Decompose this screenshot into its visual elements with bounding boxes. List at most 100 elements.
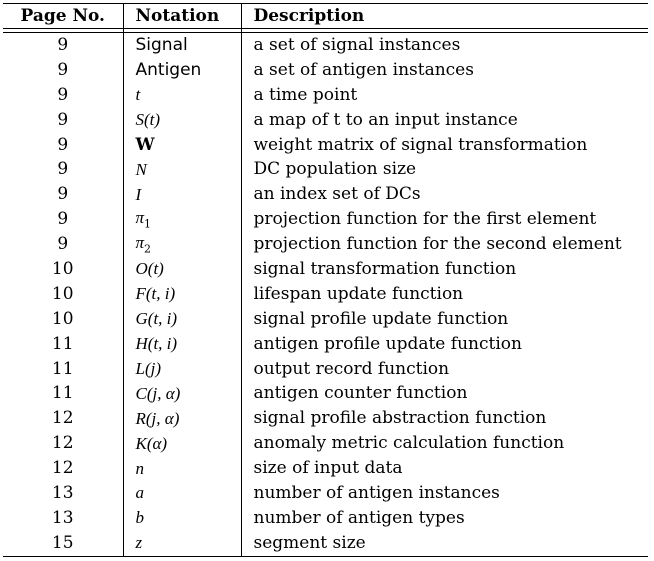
description-cell: projection function for the second eleme… — [253, 234, 622, 255]
notation-cell: S(t) — [123, 107, 242, 133]
notation-symbol: b — [135, 508, 145, 528]
page-number-cell: 12 — [3, 406, 124, 432]
notation-cell: Signal — [123, 32, 242, 58]
table-row: 13 a number of antigen instances — [3, 481, 648, 506]
table-row: 9 π2 projection function for the second el… — [3, 232, 648, 258]
notation-symbol: G(t, i) — [135, 309, 178, 329]
page-number-cell: 11 — [3, 356, 124, 382]
notation-symbol: L(j) — [135, 359, 162, 379]
notation-symbol: Antigen — [135, 59, 202, 80]
notation-cell: N — [123, 157, 242, 183]
table-row: 9 Signal a set of signal instances — [3, 32, 648, 58]
description-cell: a set of antigen instances — [253, 59, 474, 80]
page-number-cell: 9 — [3, 207, 124, 233]
notation-cell: H(t, i) — [123, 331, 242, 357]
table-row: 11 L(j) output record function — [3, 356, 648, 382]
notation-symbol: R(j, α) — [135, 408, 180, 428]
page-number-cell: 9 — [3, 57, 124, 83]
notation-cell: C(j, α) — [123, 381, 242, 407]
notation-symbol: n — [135, 458, 145, 478]
table-row: 11 C(j, α) antigen counter function — [3, 381, 648, 407]
notation-cell: z — [123, 530, 242, 557]
notation-table: Page No. Notation Description 9 Signal a s… — [3, 3, 648, 557]
description-cell: size of input data — [253, 458, 403, 479]
notation-cell: n — [123, 456, 242, 482]
table-row: 13 b number of antigen types — [3, 505, 648, 531]
description-cell: output record function — [253, 358, 450, 379]
header-row: Page No. Notation Description — [3, 3, 648, 29]
notation-subscript: 2 — [144, 242, 152, 256]
notation-cell: R(j, α) — [123, 406, 242, 432]
description-cell: projection function for the first elemen… — [253, 209, 597, 230]
description-cell: antigen counter function — [253, 383, 468, 404]
page-number-cell: 9 — [3, 82, 124, 108]
description-cell: a time point — [253, 84, 358, 105]
notation-symbol: W — [135, 134, 155, 155]
notation-cell: O(t) — [123, 257, 242, 282]
table-row: 9 N DC population size — [3, 157, 648, 183]
notation-symbol: O(t) — [135, 259, 164, 279]
page-number-cell: 9 — [3, 232, 124, 258]
page-number-cell: 10 — [3, 306, 124, 332]
page-number-cell: 12 — [3, 456, 124, 482]
description-cell: an index set of DCs — [253, 184, 421, 205]
page-number-cell: 11 — [3, 331, 124, 357]
table-row: 10 F(t, i) lifespan update function — [3, 281, 648, 307]
notation-cell: K(α) — [123, 431, 242, 457]
table-row: 9 Antigen a set of antigen instances — [3, 57, 648, 83]
page-number-cell: 15 — [3, 530, 124, 557]
description-cell: signal profile update function — [253, 308, 509, 329]
notation-symbol: H(t, i) — [135, 334, 178, 354]
header-description: Description — [241, 3, 648, 29]
page-number-cell: 13 — [3, 505, 124, 531]
page-number-cell: 9 — [3, 182, 124, 208]
notation-cell: a — [123, 481, 242, 506]
notation-cell: L(j) — [123, 356, 242, 382]
description-cell: a map of t to an input instance — [253, 109, 518, 130]
table-row: 11 H(t, i) antigen profile update function — [3, 331, 648, 357]
notation-symbol: S(t) — [135, 110, 161, 130]
table-row: 10 G(t, i) signal profile update function — [3, 306, 648, 332]
table-row: 10 O(t) signal transformation function — [3, 257, 648, 282]
description-cell: number of antigen instances — [253, 482, 500, 503]
table-body: 9 Signal a set of signal instances 9 Antigen… — [3, 32, 648, 557]
description-cell: weight matrix of signal transformation — [253, 134, 588, 155]
notation-symbol: z — [135, 533, 143, 553]
description-cell: a set of signal instances — [253, 34, 461, 55]
notation-symbol: t — [135, 85, 141, 105]
notation-subscript: 1 — [144, 217, 152, 231]
notation-cell: I — [123, 182, 242, 208]
description-cell: number of antigen types — [253, 507, 465, 528]
header-double-rule — [3, 28, 648, 33]
notation-symbol: C(j, α) — [135, 383, 181, 403]
table-row: 9 S(t) a map of t to an input instance — [3, 107, 648, 133]
page-number-cell: 9 — [3, 157, 124, 183]
description-cell: DC population size — [253, 159, 417, 180]
page-number-cell: 11 — [3, 381, 124, 407]
page-number-cell: 10 — [3, 281, 124, 307]
notation-symbol: F(t, i) — [135, 284, 176, 304]
notation-symbol: π — [135, 233, 145, 253]
notation-cell: t — [123, 82, 242, 108]
description-cell: signal profile abstraction function — [253, 408, 547, 429]
notation-symbol: I — [135, 184, 142, 204]
notation-cell: b — [123, 505, 242, 531]
table-row: 12 K(α) anomaly metric calculation functio… — [3, 431, 648, 457]
description-cell: lifespan update function — [253, 283, 464, 304]
page-number-cell: 9 — [3, 32, 124, 58]
table-row: 12 R(j, α) signal profile abstraction func… — [3, 406, 648, 432]
description-cell: antigen profile update function — [253, 333, 522, 354]
page-number-cell: 12 — [3, 431, 124, 457]
page-number-cell: 9 — [3, 107, 124, 133]
notation-symbol: N — [135, 159, 147, 179]
notation-symbol: Signal — [135, 34, 188, 55]
notation-cell: G(t, i) — [123, 306, 242, 332]
header-notation: Notation — [123, 3, 242, 29]
table-row: 12 n size of input data — [3, 456, 648, 482]
notation-symbol: π — [135, 208, 145, 228]
notation-cell: π1 — [123, 207, 242, 233]
page-number-cell: 9 — [3, 132, 124, 158]
notation-symbol: K(α) — [135, 433, 168, 453]
